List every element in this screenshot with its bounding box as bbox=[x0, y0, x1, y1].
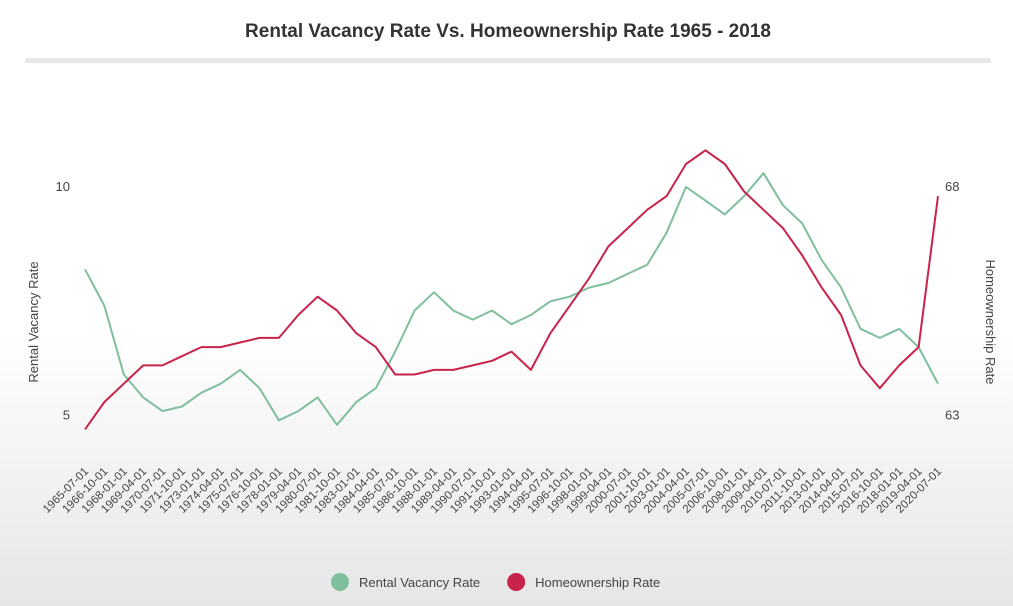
y-tick-label: 5 bbox=[63, 408, 70, 423]
y2-axis-label: Homeownership Rate bbox=[983, 259, 998, 384]
y2-tick-label: 63 bbox=[945, 408, 959, 423]
chart-title: Rental Vacancy Rate Vs. Homeownership Ra… bbox=[245, 21, 771, 42]
y2-tick-label: 68 bbox=[945, 179, 959, 194]
y-tick-label: 10 bbox=[56, 179, 70, 194]
legend-label: Rental Vacancy Rate bbox=[359, 575, 480, 590]
title-divider bbox=[25, 58, 991, 63]
legend-label: Homeownership Rate bbox=[535, 575, 660, 590]
line-series bbox=[84, 172, 939, 426]
y-axis-label: Rental Vacancy Rate bbox=[26, 261, 41, 382]
legend-swatch bbox=[507, 573, 526, 591]
line-series bbox=[84, 149, 939, 430]
legend-swatch bbox=[331, 573, 349, 591]
